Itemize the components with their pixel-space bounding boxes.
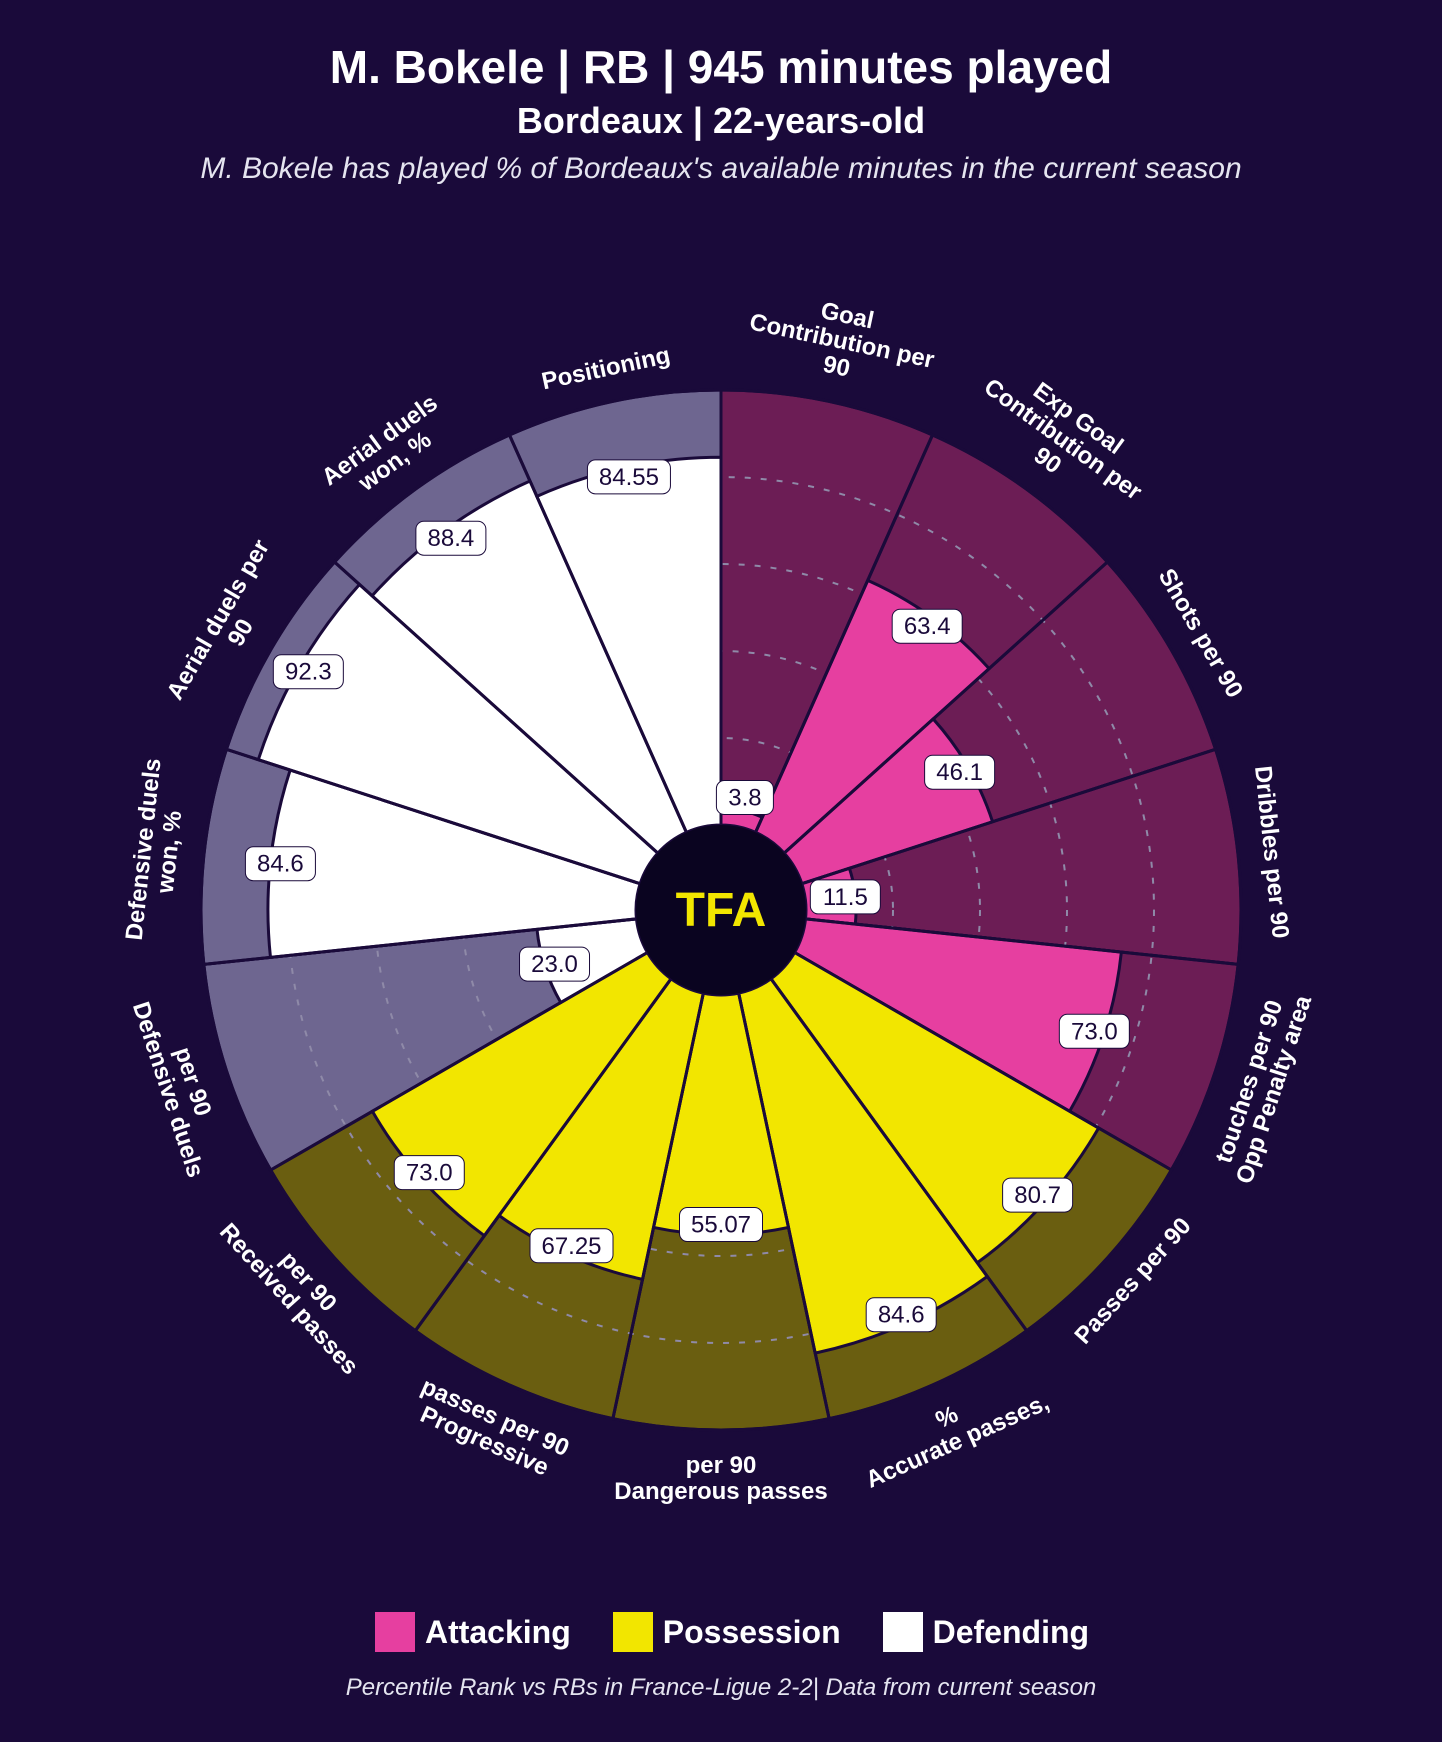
value-label: 73.0 <box>406 1160 453 1187</box>
value-label: 84.6 <box>257 851 304 878</box>
axis-label: Positioning <box>539 342 672 396</box>
legend-swatch <box>613 1612 653 1652</box>
value-label: 73.0 <box>1071 1018 1118 1045</box>
figure: { "title_line1": "M. Bokele | RB | 945 m… <box>0 0 1442 1742</box>
chart-titles: M. Bokele | RB | 945 minutes played Bord… <box>0 40 1442 186</box>
value-label: 88.4 <box>428 525 475 552</box>
value-label: 3.8 <box>728 785 761 812</box>
legend-label: Defending <box>933 1614 1089 1650</box>
center-logo-text: TFA <box>676 884 767 937</box>
legend-label: Possession <box>663 1614 841 1650</box>
axis-label: Dribbles per 90 <box>1249 765 1294 940</box>
value-label: 46.1 <box>936 759 983 786</box>
value-label: 80.7 <box>1014 1182 1061 1209</box>
axis-label: per 90 <box>686 1452 757 1479</box>
axis-label-group: GoalContribution per90 <box>742 283 942 399</box>
axis-label-group: Positioning <box>539 342 672 396</box>
title-line-3: M. Bokele has played % of Bordeaux's ava… <box>0 152 1442 186</box>
chart-footer: Percentile Rank vs RBs in France-Ligue 2… <box>0 1674 1442 1702</box>
legend-swatch <box>375 1612 415 1652</box>
axis-label: Dangerous passes <box>614 1478 827 1505</box>
value-label: 55.07 <box>691 1212 751 1239</box>
value-label: 84.6 <box>878 1302 925 1329</box>
axis-label: 90 <box>821 351 853 383</box>
legend-swatch <box>883 1612 923 1652</box>
title-line-2: Bordeaux | 22-years-old <box>0 100 1442 142</box>
axis-label-group: Dribbles per 90 <box>1249 765 1294 940</box>
value-label: 23.0 <box>531 951 578 978</box>
radial-bar-chart: 3.8 63.4 46.1 11.5 73.0 80.7 84.6 55.07 67.25 73.… <box>0 210 1442 1570</box>
axis-label: Accurate passes, <box>862 1389 1053 1494</box>
title-line-1: M. Bokele | RB | 945 minutes played <box>0 40 1442 94</box>
legend-label: Attacking <box>425 1614 571 1650</box>
value-label: 63.4 <box>904 613 951 640</box>
axis-label-group: Dangerous passesper 90 <box>614 1452 827 1505</box>
value-label: 11.5 <box>823 884 868 911</box>
value-label: 84.55 <box>599 464 659 491</box>
legend: Attacking Possession Defending <box>0 1611 1442 1652</box>
value-label: 92.3 <box>285 659 332 686</box>
axis-label-group: Defensive duelswon, % <box>121 757 193 944</box>
value-label: 67.25 <box>541 1233 601 1260</box>
